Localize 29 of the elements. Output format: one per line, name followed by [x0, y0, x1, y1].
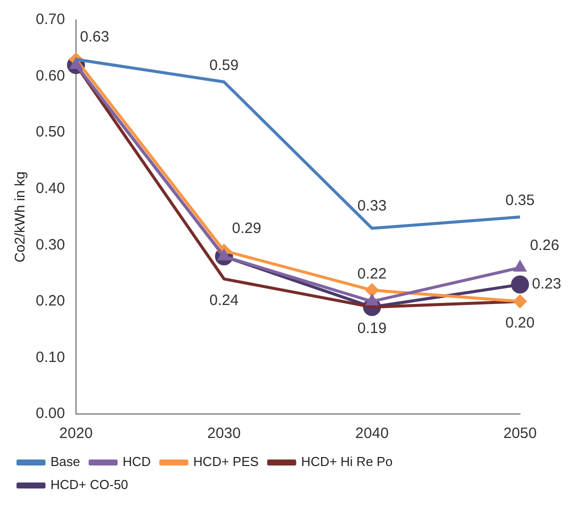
- y-tick-label: 0.60: [36, 67, 65, 84]
- y-tick-label: 0.30: [36, 236, 65, 254]
- y-tick-label: 0.40: [36, 180, 65, 197]
- data-label: 0.20: [505, 314, 535, 332]
- y-axis-title: Co2/kWh in kg: [11, 171, 28, 263]
- legend-label: HCD: [122, 454, 151, 470]
- x-tick-label: 2030: [207, 425, 241, 442]
- x-tick-label: 2050: [503, 425, 537, 442]
- y-tick-label: 0.00: [36, 405, 65, 422]
- y-tick-label: 0.20: [36, 292, 65, 310]
- data-label: 0.26: [530, 236, 560, 254]
- data-label: 0.59: [209, 57, 239, 74]
- data-label: 0.63: [80, 28, 110, 46]
- data-label: 0.33: [357, 197, 387, 214]
- data-label: 0.23: [532, 276, 562, 293]
- x-tick-label: 2040: [355, 425, 389, 442]
- data-label: 0.35: [505, 192, 535, 210]
- legend-label: Base: [50, 454, 80, 470]
- y-tick-label: 0.10: [36, 348, 65, 366]
- y-tick-label: 0.70: [36, 11, 65, 28]
- legend-label: HCD+ PES: [193, 454, 260, 470]
- data-label: 0.24: [209, 292, 239, 310]
- data-label: 0.29: [232, 220, 262, 237]
- data-label: 0.19: [357, 320, 387, 338]
- data-label: 0.22: [357, 265, 387, 282]
- legend-label: HCD+ Hi Re Po: [301, 454, 393, 470]
- legend-label: HCD+ CO-50: [50, 477, 128, 492]
- x-tick-label: 2020: [59, 425, 93, 442]
- y-tick-label: 0.50: [36, 124, 65, 141]
